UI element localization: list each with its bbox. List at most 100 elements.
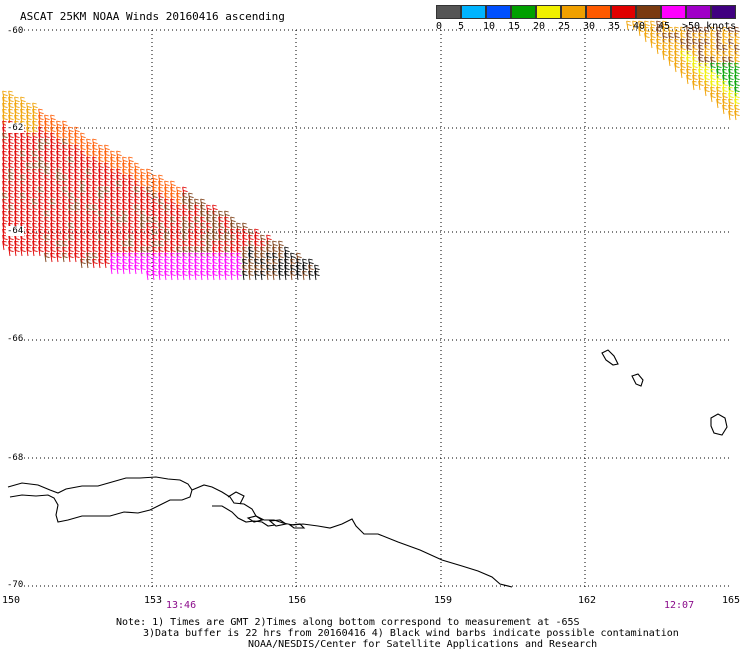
wind-barb xyxy=(236,222,242,233)
wind-barb xyxy=(698,50,704,61)
wind-barb xyxy=(80,138,86,149)
small-island-3 xyxy=(288,523,306,529)
wind-barb xyxy=(92,228,98,239)
wind-barb xyxy=(38,162,44,173)
wind-barb xyxy=(56,120,62,131)
wind-barb xyxy=(68,162,74,173)
wind-barb xyxy=(152,252,158,263)
wind-barb xyxy=(218,264,224,275)
wind-barb xyxy=(92,216,98,227)
wind-barb xyxy=(206,240,212,251)
wind-barb xyxy=(140,192,146,203)
wind-barb xyxy=(62,228,68,239)
wind-barb xyxy=(38,228,44,239)
wind-barb xyxy=(248,270,254,281)
wind-barb xyxy=(104,240,110,251)
wind-barb xyxy=(194,246,200,257)
wind-barb xyxy=(692,38,698,49)
wind-barb xyxy=(128,222,134,233)
wind-barb xyxy=(278,252,284,263)
wind-barb xyxy=(74,132,80,143)
legend-tick-30: 30 xyxy=(583,21,596,32)
wind-barb xyxy=(92,246,98,257)
wind-barb xyxy=(302,258,308,269)
wind-barb xyxy=(122,180,128,191)
wind-barb xyxy=(38,138,44,149)
wind-barb xyxy=(74,246,80,257)
wind-barb xyxy=(146,222,152,233)
wind-barb xyxy=(86,216,92,227)
wind-barb xyxy=(32,198,38,209)
lon-label-159: 159 xyxy=(434,595,453,606)
wind-barb xyxy=(104,186,110,197)
wind-barb xyxy=(38,204,44,215)
wind-barb xyxy=(158,252,164,263)
wind-barb xyxy=(158,222,164,233)
wind-barb xyxy=(728,26,734,37)
wind-barb xyxy=(722,32,728,43)
wind-barb xyxy=(122,204,128,215)
wind-barb xyxy=(74,144,80,155)
wind-barb xyxy=(242,222,248,233)
wind-barb xyxy=(92,222,98,233)
wind-barb xyxy=(68,204,74,215)
wind-barb xyxy=(164,240,170,251)
wind-barb xyxy=(50,204,56,215)
wind-barb xyxy=(668,44,674,55)
wind-barb xyxy=(734,56,740,67)
wind-barb xyxy=(110,162,116,173)
wind-barb xyxy=(314,270,320,281)
wind-barb xyxy=(716,74,722,85)
wind-barb xyxy=(170,222,176,233)
wind-barb xyxy=(140,246,146,257)
wind-barb xyxy=(632,20,638,31)
wind-barb xyxy=(170,234,176,245)
wind-barb xyxy=(104,150,110,161)
wind-barb xyxy=(80,132,86,143)
wind-barb xyxy=(116,174,122,185)
wind-barb xyxy=(704,56,710,67)
wind-barb xyxy=(104,168,110,179)
wind-barb xyxy=(92,234,98,245)
wind-barb xyxy=(86,240,92,251)
wind-barb xyxy=(68,150,74,161)
wind-barb xyxy=(716,26,722,37)
wind-barb xyxy=(692,32,698,43)
wind-barb xyxy=(32,162,38,173)
wind-barb xyxy=(170,228,176,239)
wind-barb xyxy=(158,186,164,197)
wind-barb xyxy=(110,222,116,233)
wind-barb xyxy=(62,144,68,155)
wind-barb xyxy=(152,180,158,191)
wind-barb xyxy=(674,50,680,61)
map-title: ASCAT 25KM NOAA Winds 20160416 ascending xyxy=(20,10,285,23)
wind-barb xyxy=(14,240,20,251)
wind-barb xyxy=(710,38,716,49)
wind-barb xyxy=(74,192,80,203)
wind-barb xyxy=(38,108,44,119)
wind-barb xyxy=(668,56,674,67)
wind-barb xyxy=(74,204,80,215)
wind-barb xyxy=(668,50,674,61)
wind-barb xyxy=(242,264,248,275)
wind-barb xyxy=(224,240,230,251)
wind-barb xyxy=(146,258,152,269)
wind-barb xyxy=(32,228,38,239)
wind-barb xyxy=(2,156,8,167)
wind-barb xyxy=(212,228,218,239)
legend-swatch-3 xyxy=(511,5,536,19)
wind-barb xyxy=(650,38,656,49)
wind-barb xyxy=(86,150,92,161)
wind-barb xyxy=(230,270,236,281)
wind-barb xyxy=(62,246,68,257)
wind-barb xyxy=(8,174,14,185)
wind-barb xyxy=(44,198,50,209)
wind-barb xyxy=(704,62,710,73)
wind-barb xyxy=(164,264,170,275)
wind-barb xyxy=(110,174,116,185)
wind-barb xyxy=(86,138,92,149)
wind-barb xyxy=(20,150,26,161)
wind-barb xyxy=(170,264,176,275)
wind-barb xyxy=(62,174,68,185)
lon-label-150: 150 xyxy=(2,595,21,606)
